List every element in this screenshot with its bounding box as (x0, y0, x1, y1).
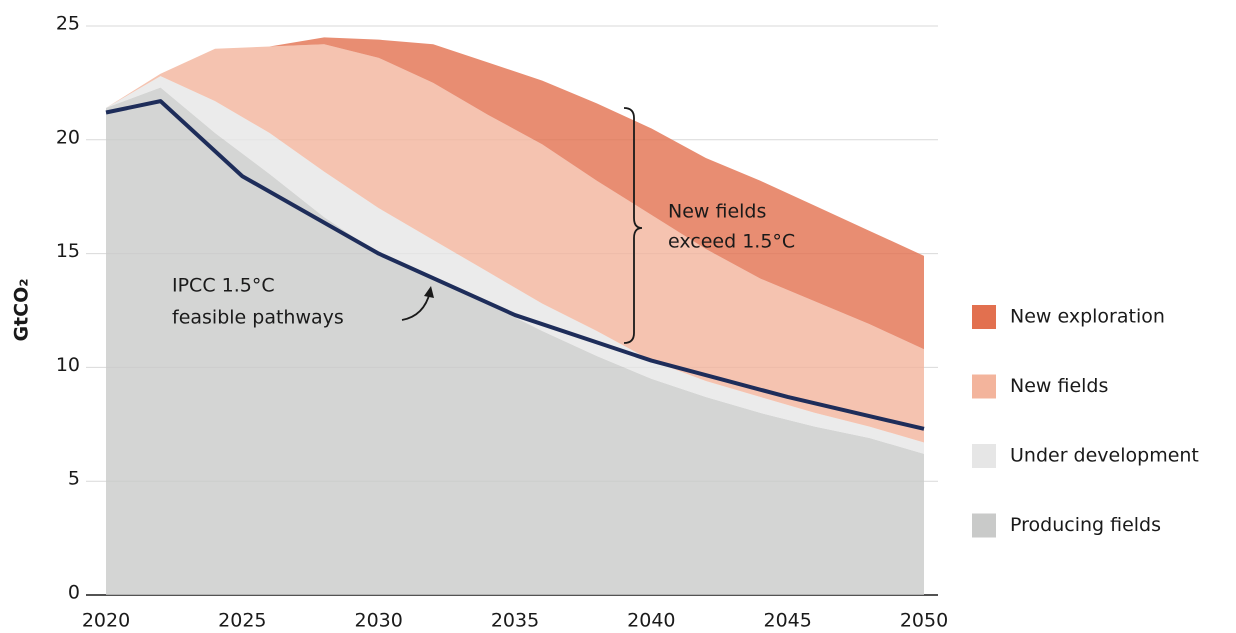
annotation: exceed 1.5°C (668, 231, 795, 253)
y-tick-label: 20 (56, 126, 80, 148)
legend-swatch (972, 305, 996, 329)
y-tick-label: 0 (68, 582, 80, 604)
pathway-line (105, 99, 925, 431)
plot (86, 25, 938, 596)
legend-swatch (972, 513, 996, 538)
y-tick-label: 25 (56, 13, 80, 35)
y-tick-label: 15 (56, 240, 80, 262)
annotation-arrowhead (424, 286, 434, 298)
x-tick-label: 2020 (82, 610, 130, 632)
brace (623, 107, 643, 344)
legend-swatch (972, 374, 996, 399)
area (106, 44, 924, 443)
legend-swatch (972, 444, 996, 468)
legend-label: New fields (1010, 375, 1108, 397)
legend-label: Producing fields (1010, 514, 1161, 536)
x-tick-label: 2045 (763, 610, 811, 632)
legend-label: Under development (1010, 445, 1199, 467)
area (106, 76, 924, 454)
x-tick-label: 2035 (491, 610, 539, 632)
y-axis-label: GtCO₂ (11, 278, 33, 341)
legend-label: New exploration (1010, 306, 1165, 328)
y-tick-label: 5 (68, 468, 80, 490)
x-tick-label: 2040 (627, 610, 675, 632)
annotation: New fields (668, 201, 766, 223)
x-tick-label: 2030 (354, 610, 402, 632)
area (106, 37, 924, 350)
x-tick-label: 2025 (218, 610, 266, 632)
x-tick-label: 2050 (900, 610, 948, 632)
annotation: IPCC 1.5°C (172, 275, 275, 297)
y-tick-label: 10 (56, 354, 80, 376)
annotation: feasible pathways (172, 307, 344, 329)
